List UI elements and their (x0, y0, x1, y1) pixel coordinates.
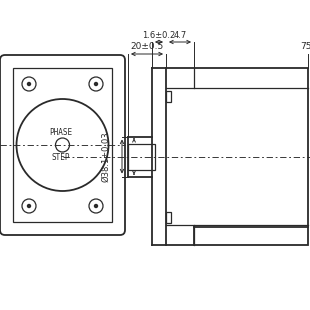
Bar (13, 68, 112, 222)
Bar (128, 144, 155, 170)
Text: 4.7: 4.7 (173, 31, 187, 40)
Circle shape (55, 138, 69, 152)
Circle shape (95, 205, 98, 207)
Text: 20±0.5: 20±0.5 (131, 42, 164, 51)
Text: 75.: 75. (300, 42, 310, 51)
Text: Ø38.1±0.03: Ø38.1±0.03 (101, 131, 110, 182)
Circle shape (16, 99, 108, 191)
Circle shape (28, 205, 30, 207)
FancyBboxPatch shape (0, 55, 125, 235)
Circle shape (28, 82, 30, 86)
Circle shape (22, 77, 36, 91)
Text: 1.6±0.2: 1.6±0.2 (142, 31, 176, 40)
Bar (166, 211, 171, 223)
Bar (166, 91, 171, 101)
Text: PHASE: PHASE (49, 128, 72, 137)
Text: STEP: STEP (51, 153, 70, 162)
Circle shape (89, 199, 103, 213)
Circle shape (22, 199, 36, 213)
Bar (166, 68, 308, 245)
Circle shape (89, 77, 103, 91)
Circle shape (95, 82, 98, 86)
